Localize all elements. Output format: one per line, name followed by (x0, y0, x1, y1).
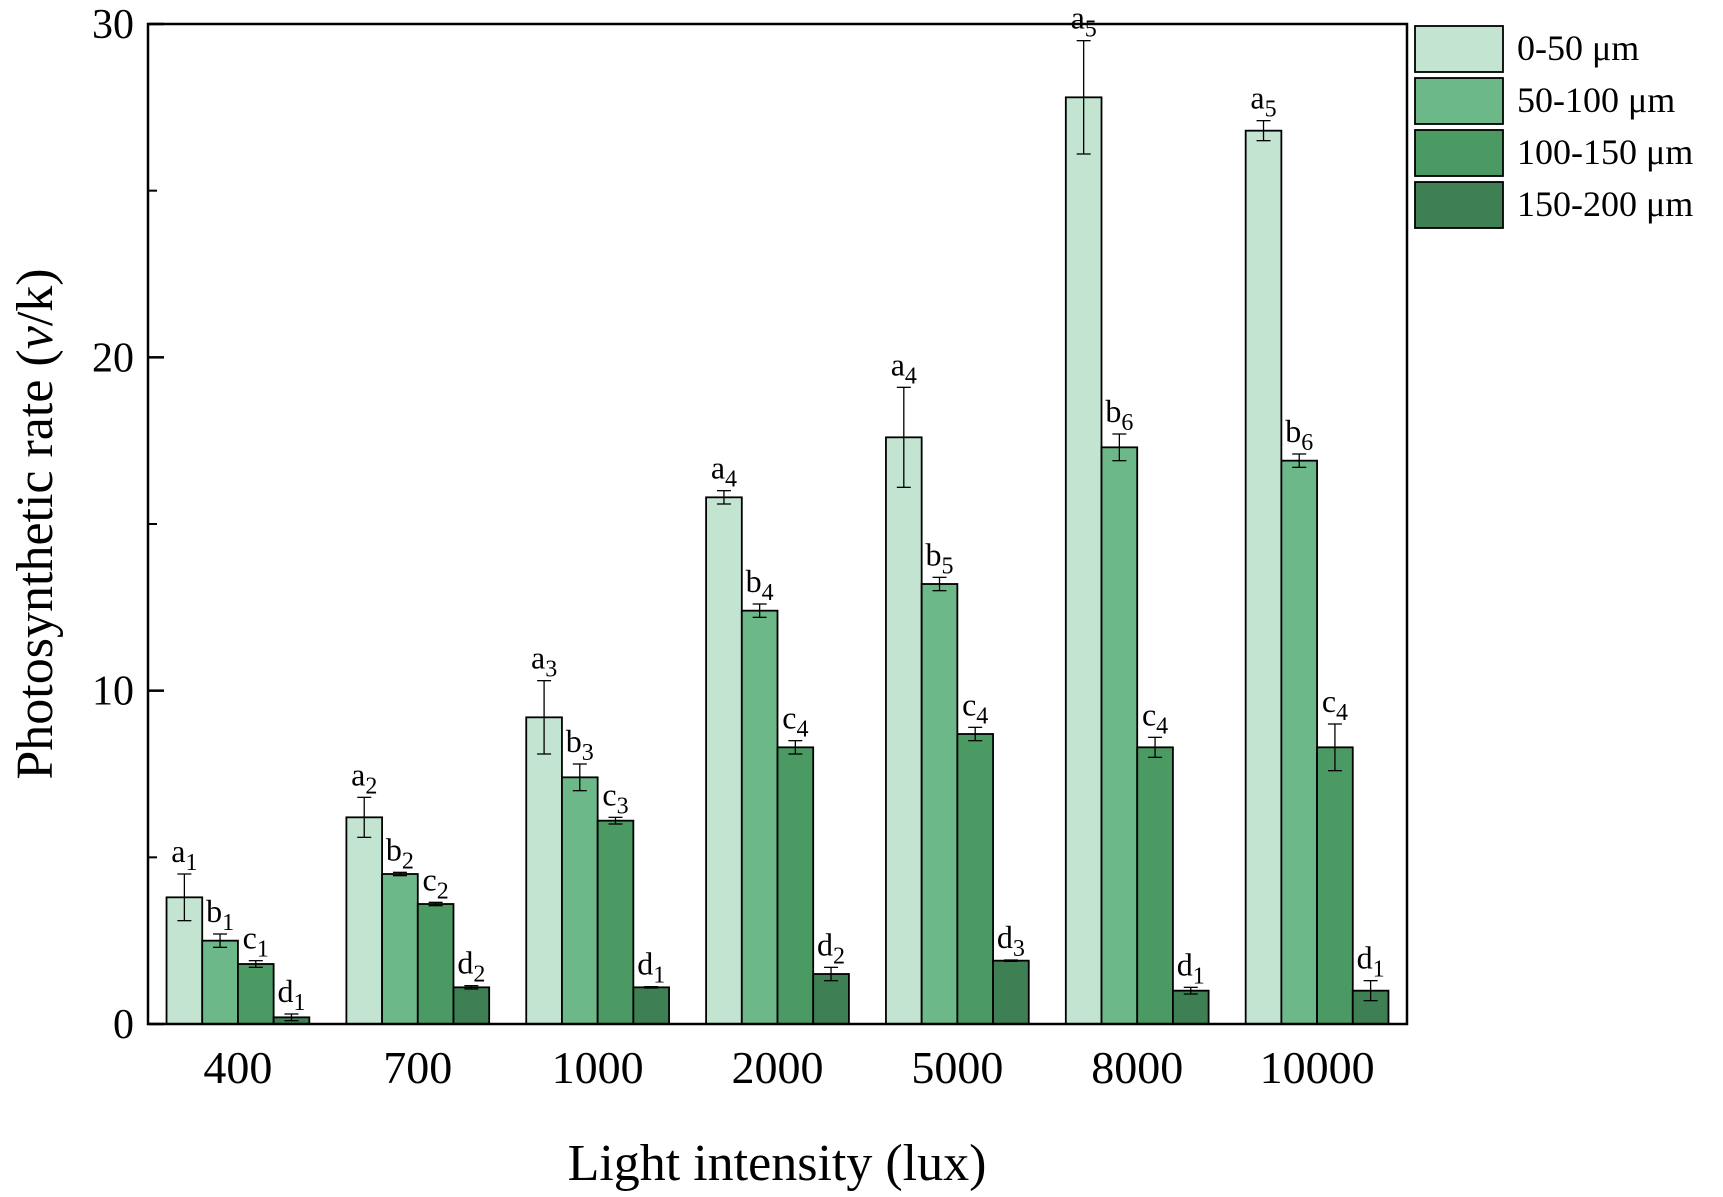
bar (1172, 989, 1210, 1025)
bar (596, 819, 635, 1025)
significance-label: d2 (457, 945, 485, 988)
significance-label: b3 (566, 723, 594, 766)
bar (201, 939, 239, 1025)
bar (452, 986, 491, 1025)
significance-label: a4 (891, 346, 917, 389)
bar (1136, 746, 1174, 1025)
significance-label: b4 (746, 563, 774, 606)
y-tick-label: 0 (113, 1002, 134, 1048)
significance-label: c4 (1142, 696, 1168, 739)
x-tick-label: 400 (203, 1042, 272, 1093)
significance-label: a5 (1071, 0, 1097, 43)
bar (740, 609, 779, 1025)
legend: 0-50 μm 50-100 μm 100-150 μm 150-200 μm (1414, 25, 1693, 229)
significance-label: b2 (386, 831, 414, 874)
x-axis-label: Light intensity (lux) (568, 1135, 987, 1192)
significance-label: d1 (637, 946, 665, 989)
significance-label: d2 (817, 926, 845, 969)
bar (1280, 459, 1318, 1025)
legend-swatch (1414, 181, 1504, 229)
bar (776, 746, 815, 1025)
y-tick-label: 10 (92, 669, 134, 715)
significance-label: c4 (782, 700, 808, 743)
significance-label: a4 (711, 450, 737, 493)
significance-labels: a1 a2 a3 a4 a4 a5 a5 b1 b2 b3 b4 b5 b6 b6 c1 c2 c3 c4 c4 c4… (171, 0, 1384, 1016)
bars (165, 96, 1390, 1025)
legend-label: 100-150 μm (1517, 132, 1693, 172)
significance-label: c1 (243, 920, 269, 963)
legend-label: 0-50 μm (1517, 28, 1639, 68)
legend-swatch (1414, 129, 1504, 177)
significance-label: a1 (171, 833, 197, 876)
significance-label: c2 (423, 861, 449, 904)
bar (885, 436, 923, 1025)
significance-label: d1 (1177, 946, 1205, 989)
bar (632, 986, 670, 1025)
bar (956, 733, 994, 1025)
x-tick-label: 10000 (1260, 1042, 1375, 1093)
error-bars (177, 40, 1378, 1022)
significance-label: a5 (1250, 80, 1276, 123)
bar (992, 959, 1030, 1025)
significance-label: c3 (602, 776, 628, 819)
legend-swatch (1414, 77, 1504, 125)
bar (237, 963, 275, 1025)
x-tick-label: 2000 (732, 1042, 824, 1093)
bar (345, 816, 383, 1025)
significance-label: a2 (351, 756, 377, 799)
bar (525, 716, 563, 1025)
significance-label: b1 (206, 893, 234, 936)
significance-label: d1 (1357, 940, 1385, 983)
bar (812, 973, 850, 1025)
legend-swatch (1414, 25, 1504, 73)
x-axis: 400 700 1000 2000 5000 8000 10000 (203, 1042, 1374, 1093)
x-tick-label: 1000 (552, 1042, 644, 1093)
significance-label: d1 (277, 973, 305, 1016)
legend-label: 150-200 μm (1517, 184, 1693, 224)
y-axis: 0 10 20 30 (92, 2, 164, 1048)
x-tick-label: 700 (383, 1042, 452, 1093)
significance-label: c4 (962, 686, 988, 729)
bar (1100, 446, 1139, 1025)
bar (416, 903, 455, 1025)
x-tick-label: 5000 (911, 1042, 1003, 1093)
significance-label: b6 (1105, 393, 1133, 436)
y-axis-label: Photosynthetic rate (v/k) (7, 268, 64, 779)
significance-label: b5 (926, 536, 954, 579)
y-tick-label: 30 (92, 2, 134, 48)
bar (1064, 96, 1103, 1025)
bar (1244, 129, 1283, 1025)
significance-label: b6 (1285, 413, 1313, 456)
significance-label: d3 (997, 919, 1025, 962)
significance-label: a3 (531, 640, 557, 683)
bar (381, 873, 419, 1025)
bar (561, 776, 599, 1025)
y-tick-label: 20 (92, 335, 134, 381)
x-tick-label: 8000 (1091, 1042, 1183, 1093)
bar (1316, 746, 1354, 1025)
significance-label: c4 (1322, 683, 1348, 726)
bar (920, 583, 959, 1025)
legend-label: 50-100 μm (1517, 80, 1675, 120)
bar (705, 496, 743, 1025)
